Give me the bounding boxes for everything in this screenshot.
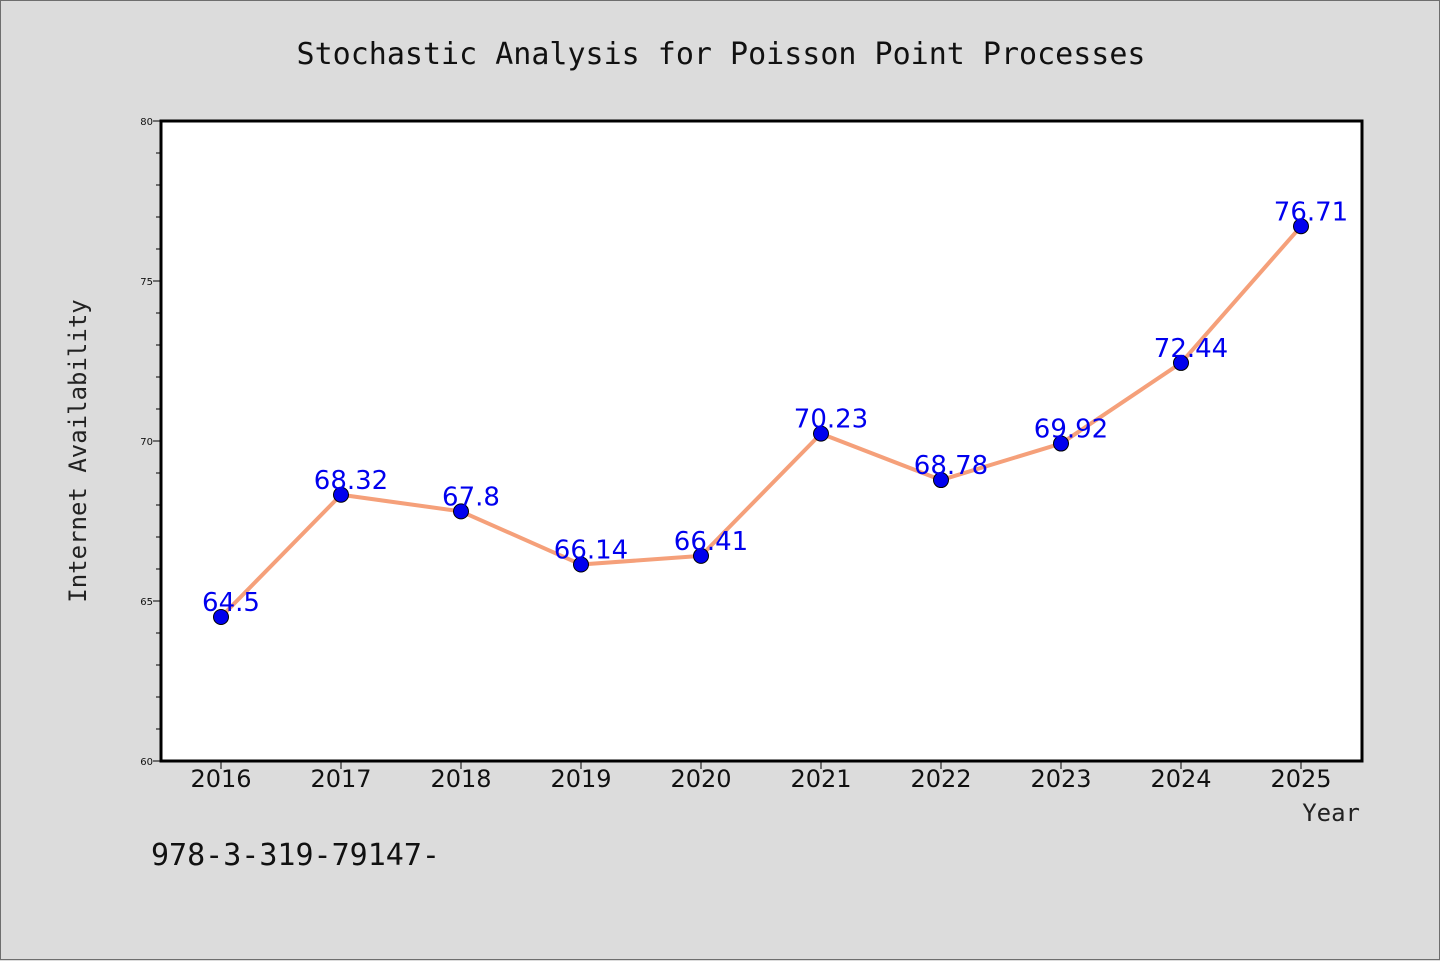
x-tick-label: 2018	[430, 765, 491, 793]
data-point	[213, 609, 229, 625]
data-label: 68.32	[314, 466, 388, 496]
plot-area	[159, 119, 1364, 763]
data-label: 70.23	[794, 405, 868, 435]
x-tick-label: 2022	[910, 765, 971, 793]
y-tick-label: 75	[140, 277, 153, 288]
data-point	[1173, 354, 1189, 371]
x-tick-label: 2024	[1150, 765, 1211, 793]
data-label: 66.41	[674, 527, 748, 557]
data-label: 64.5	[202, 588, 260, 618]
data-point	[1293, 218, 1309, 235]
data-label: 67.8	[442, 482, 500, 512]
y-axis: 60 65 70 75 80	[140, 117, 161, 768]
data-point	[1053, 435, 1069, 452]
x-tick-label: 2025	[1270, 765, 1331, 793]
data-point	[453, 503, 469, 520]
y-axis-label: Internet Availability	[64, 299, 92, 602]
x-axis: 2016 2017 2018 2019 2020 2021 2022 2023 2024 2025	[190, 761, 1332, 793]
data-point	[693, 547, 709, 564]
data-label: 76.71	[1274, 197, 1348, 227]
x-tick-label: 2019	[550, 765, 611, 793]
x-tick-label: 2016	[190, 765, 251, 793]
x-tick-label: 2023	[1030, 765, 1091, 793]
data-label: 68.78	[914, 451, 988, 481]
data-label: 66.14	[554, 536, 628, 566]
x-axis-label: Year	[1302, 799, 1360, 827]
x-tick-label: 2021	[790, 765, 851, 793]
data-label: 69.92	[1034, 415, 1108, 445]
footer-code: 978-3-319-79147-	[151, 838, 440, 873]
series-line	[219, 224, 1303, 619]
data-point	[573, 556, 589, 573]
x-tick-label: 2017	[310, 765, 371, 793]
data-point	[333, 486, 349, 503]
chart-title: Stochastic Analysis for Poisson Point Pr…	[297, 37, 1146, 72]
y-tick-label: 80	[140, 117, 153, 128]
data-point	[813, 425, 829, 442]
y-tick-label: 70	[140, 437, 153, 448]
y-tick-label: 65	[140, 597, 153, 608]
series-layer: 64.5 68.32 67.8 66.14 66.41 70.23 68.78 69.92 72…	[202, 197, 1348, 625]
data-point	[933, 472, 949, 489]
x-tick-label: 2020	[670, 765, 731, 793]
y-tick-label: 60	[140, 757, 153, 768]
data-label: 72.44	[1154, 334, 1228, 364]
